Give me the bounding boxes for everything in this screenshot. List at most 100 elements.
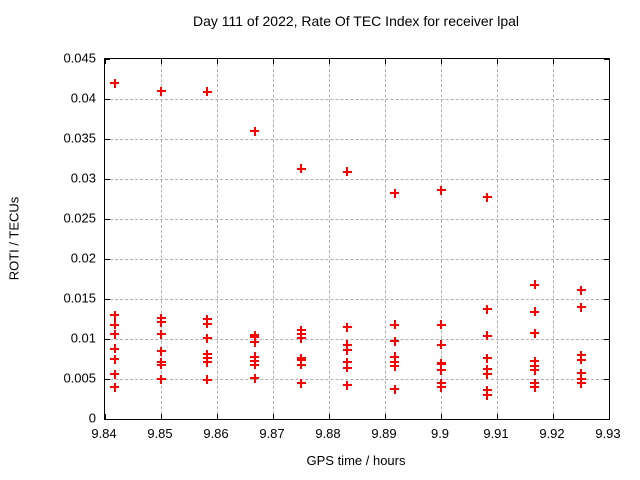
marker-vertical-bar bbox=[113, 344, 116, 354]
marker-vertical-bar bbox=[160, 346, 162, 356]
marker-vertical-bar bbox=[440, 340, 442, 350]
data-point bbox=[296, 355, 306, 365]
marker-vertical-bar bbox=[486, 364, 489, 374]
x-tick-label: 9.88 bbox=[315, 426, 341, 441]
marker-vertical-bar bbox=[533, 365, 536, 375]
marker-vertical-bar bbox=[533, 307, 536, 317]
data-point bbox=[342, 167, 352, 177]
data-point bbox=[576, 302, 586, 312]
marker-vertical-bar bbox=[253, 360, 256, 370]
y-tick-label: 0.035 bbox=[63, 130, 96, 146]
y-gridline bbox=[105, 139, 609, 140]
y-axis-label: ROTI / TECUs bbox=[6, 196, 22, 281]
y-tick-mark-right bbox=[604, 378, 609, 380]
marker-vertical-bar bbox=[346, 363, 349, 373]
y-tick-mark-right bbox=[604, 178, 609, 180]
data-point bbox=[342, 322, 352, 332]
data-point bbox=[576, 355, 586, 365]
data-point bbox=[296, 360, 306, 370]
data-point bbox=[482, 192, 492, 202]
x-tick-label: 9.86 bbox=[203, 426, 229, 441]
marker-vertical-bar bbox=[346, 322, 349, 332]
marker-vertical-bar bbox=[580, 285, 582, 295]
marker-vertical-bar bbox=[206, 314, 209, 324]
data-point bbox=[342, 340, 352, 350]
data-point bbox=[202, 87, 212, 97]
marker-vertical-bar bbox=[486, 192, 489, 202]
x-tick-label: 9.85 bbox=[147, 426, 173, 441]
marker-vertical-bar bbox=[253, 332, 256, 342]
marker-vertical-bar bbox=[346, 345, 349, 355]
y-tick-label: 0.015 bbox=[63, 290, 96, 306]
marker-vertical-bar bbox=[160, 374, 162, 384]
marker-vertical-bar bbox=[393, 384, 396, 394]
y-gridline bbox=[105, 379, 609, 380]
y-tick-mark-left bbox=[105, 178, 110, 180]
marker-vertical-bar bbox=[253, 126, 256, 136]
data-point bbox=[436, 359, 446, 369]
data-point bbox=[436, 185, 446, 195]
y-tick-mark-left bbox=[105, 218, 110, 220]
data-point bbox=[576, 368, 586, 378]
y-tick-label: 0.01 bbox=[70, 330, 96, 346]
x-tick-mark-top bbox=[440, 59, 442, 64]
marker-vertical-bar bbox=[160, 317, 162, 327]
data-point bbox=[482, 369, 492, 379]
data-point bbox=[202, 333, 212, 343]
marker-vertical-bar bbox=[440, 382, 442, 392]
y-gridline bbox=[105, 99, 609, 100]
data-point bbox=[530, 280, 540, 290]
data-point bbox=[482, 331, 492, 341]
marker-vertical-bar bbox=[533, 356, 536, 366]
marker-vertical-bar bbox=[300, 360, 302, 370]
data-point bbox=[110, 78, 120, 88]
x-tick-mark-bottom bbox=[104, 414, 106, 419]
marker-vertical-bar bbox=[580, 355, 582, 365]
marker-vertical-bar bbox=[580, 350, 582, 360]
x-tick-mark-top bbox=[104, 59, 106, 64]
data-point bbox=[202, 314, 212, 324]
data-point bbox=[390, 320, 400, 330]
data-point bbox=[250, 360, 260, 370]
data-point bbox=[156, 317, 166, 327]
x-gridline bbox=[217, 59, 218, 419]
data-point bbox=[390, 384, 400, 394]
marker-vertical-bar bbox=[113, 78, 116, 88]
marker-vertical-bar bbox=[160, 329, 162, 339]
x-tick-mark-top bbox=[608, 59, 610, 64]
x-tick-mark-bottom bbox=[440, 414, 442, 419]
y-tick-label: 0.02 bbox=[70, 250, 96, 266]
data-point bbox=[296, 378, 306, 388]
data-point bbox=[482, 385, 492, 395]
data-point bbox=[296, 164, 306, 174]
y-gridline bbox=[105, 339, 609, 340]
data-point bbox=[436, 365, 446, 375]
data-point bbox=[156, 346, 166, 356]
data-point bbox=[250, 126, 260, 136]
data-point bbox=[156, 329, 166, 339]
y-tick-mark-right bbox=[604, 218, 609, 220]
marker-vertical-bar bbox=[300, 333, 302, 343]
chart-title: Day 111 of 2022, Rate Of TEC Index for r… bbox=[192, 13, 520, 29]
y-tick-mark-right bbox=[604, 98, 609, 100]
marker-vertical-bar bbox=[206, 357, 209, 367]
marker-vertical-bar bbox=[486, 369, 489, 379]
marker-vertical-bar bbox=[580, 368, 582, 378]
data-point bbox=[342, 345, 352, 355]
y-gridline bbox=[105, 219, 609, 220]
x-tick-mark-top bbox=[384, 59, 386, 64]
y-tick-mark-left bbox=[105, 378, 110, 380]
y-tick-label: 0.045 bbox=[63, 50, 96, 66]
marker-vertical-bar bbox=[393, 352, 396, 362]
y-tick-mark-left bbox=[105, 258, 110, 260]
plot-area bbox=[104, 58, 610, 420]
data-point bbox=[342, 363, 352, 373]
marker-vertical-bar bbox=[440, 359, 442, 369]
x-tick-mark-bottom bbox=[384, 414, 386, 419]
data-point bbox=[530, 365, 540, 375]
marker-vertical-bar bbox=[580, 378, 582, 388]
data-point bbox=[156, 360, 166, 370]
y-tick-mark-left bbox=[105, 58, 110, 60]
x-gridline bbox=[161, 59, 162, 419]
